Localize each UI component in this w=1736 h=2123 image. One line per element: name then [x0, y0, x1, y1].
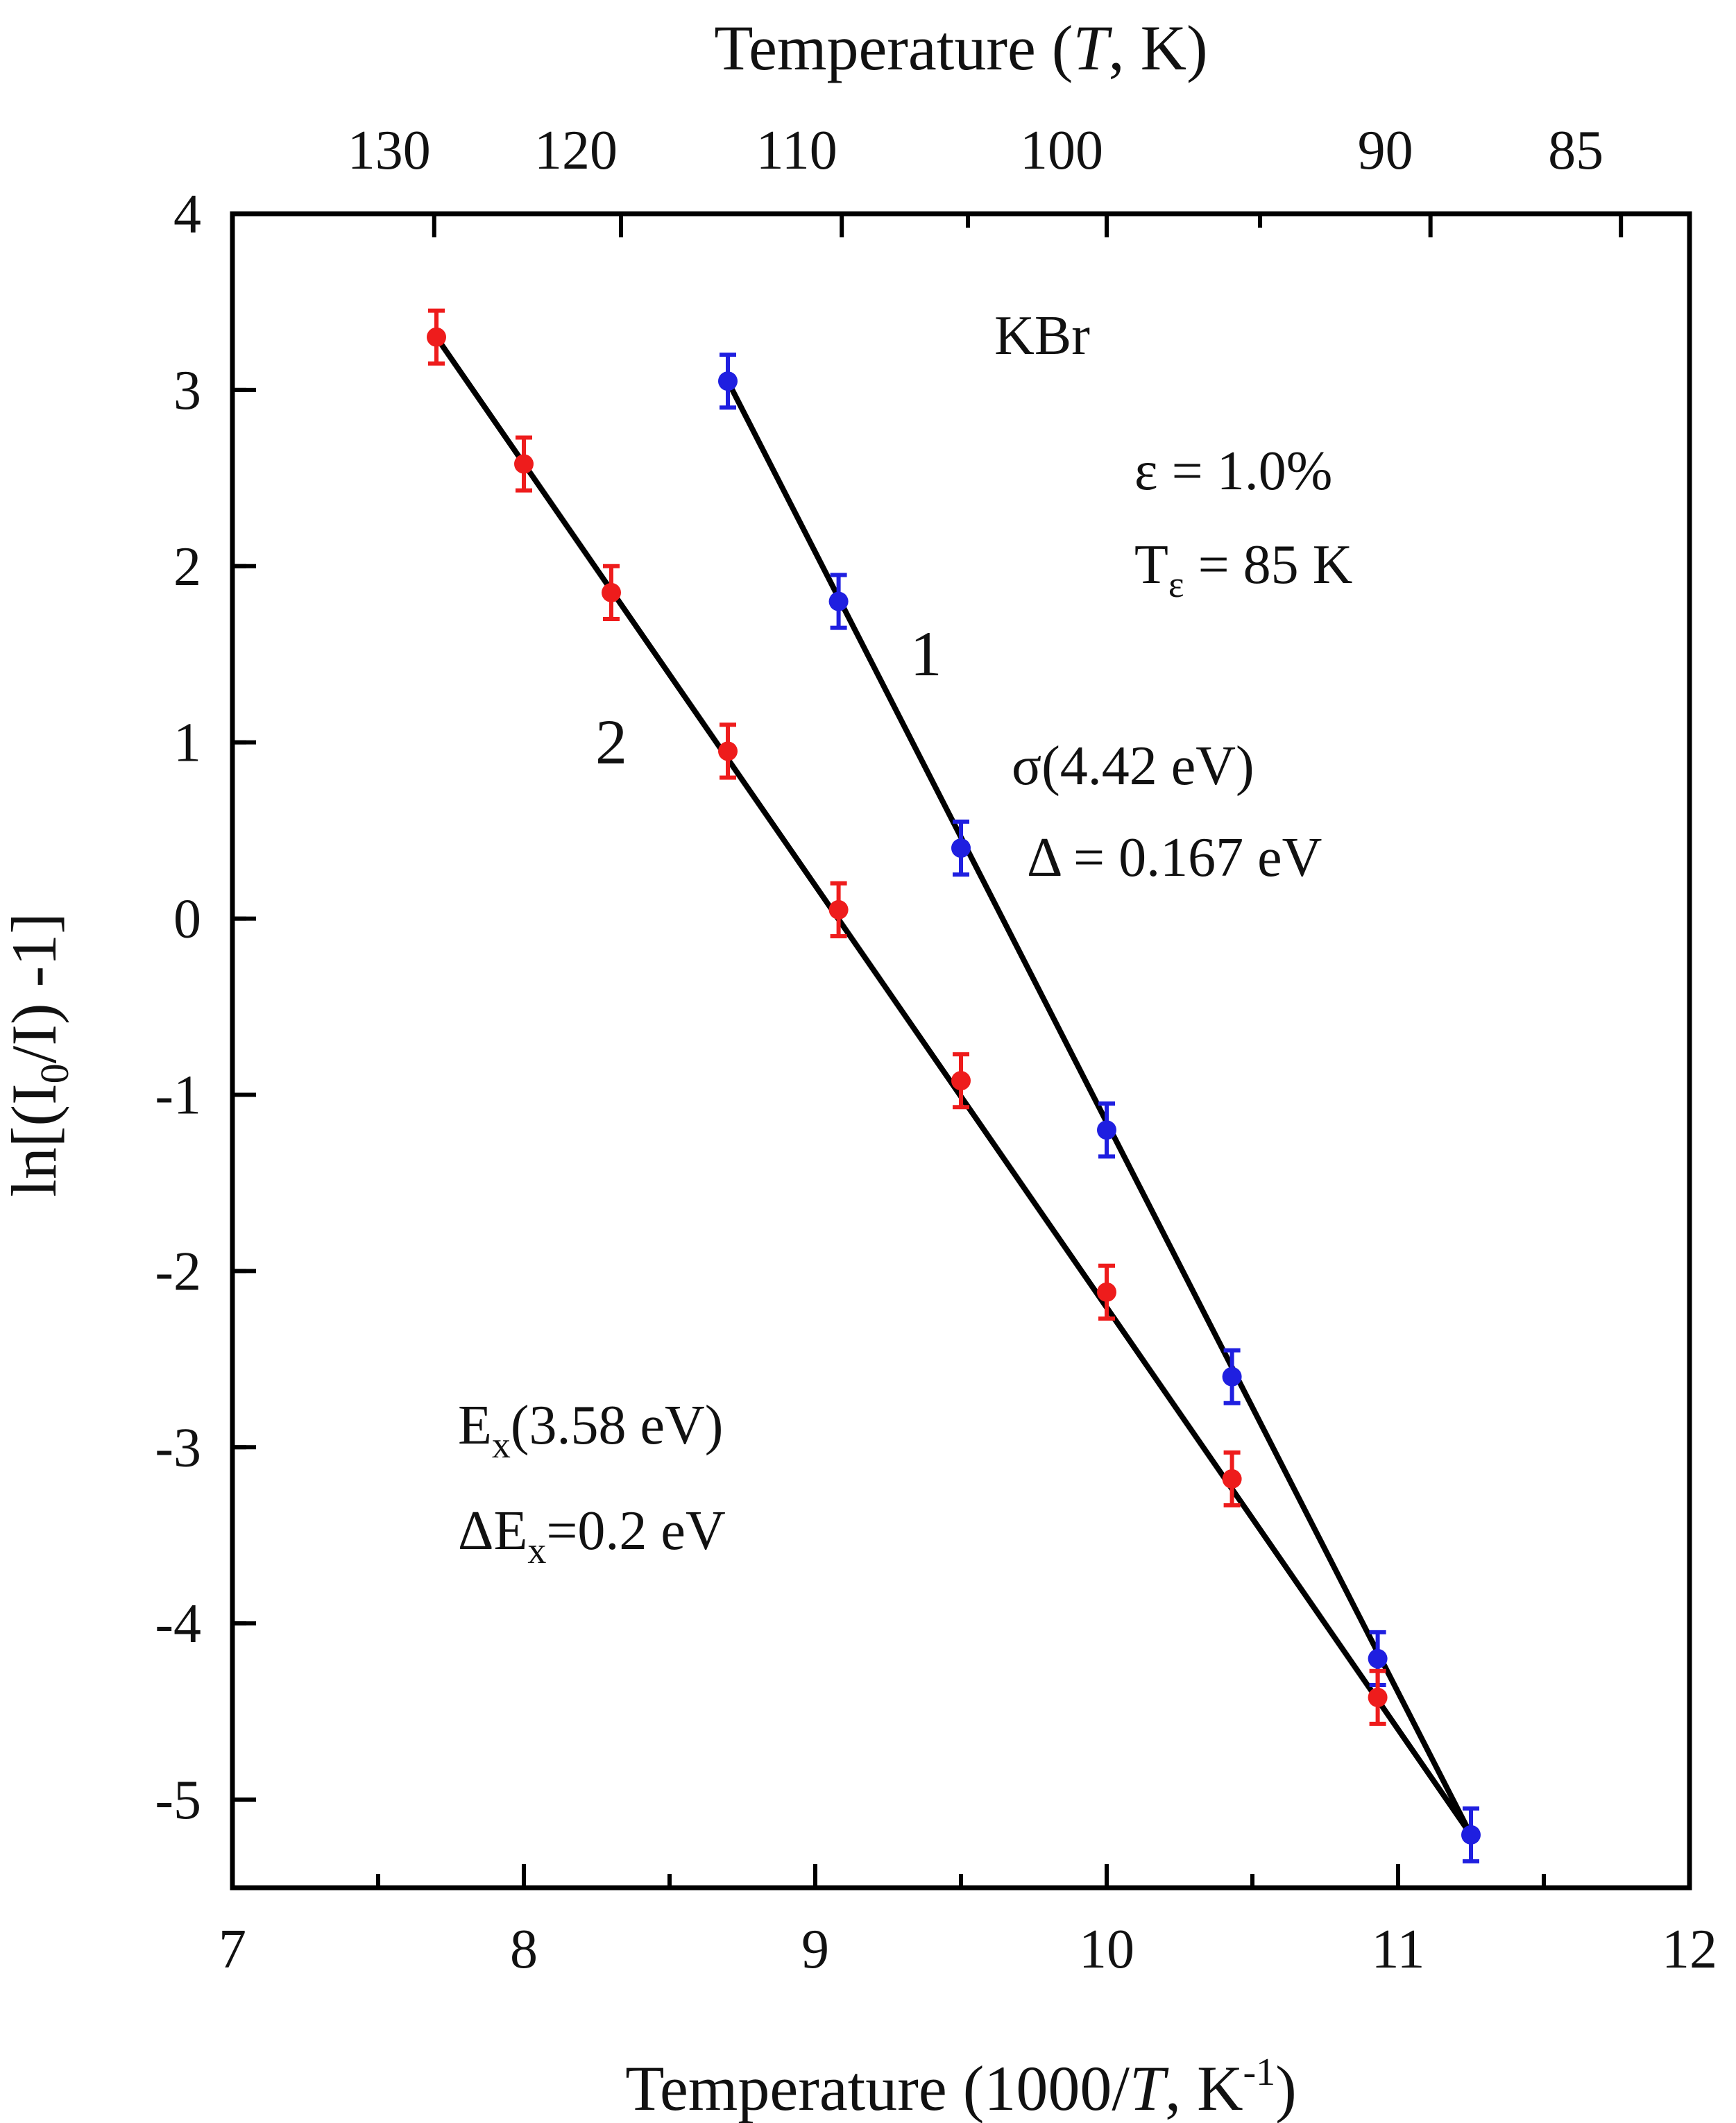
material-label: KBr	[994, 305, 1090, 366]
x-tick-label: 10	[1079, 1919, 1134, 1980]
data-point-series-2	[718, 741, 738, 761]
data-point-series-1	[1368, 1648, 1388, 1668]
data-point-series-1	[1461, 1825, 1481, 1845]
x-tick-label: 12	[1662, 1919, 1717, 1980]
top-tick-label: 85	[1548, 120, 1603, 181]
data-point-series-2	[602, 582, 621, 602]
plot-frame	[230, 211, 1692, 1891]
error-bars	[428, 308, 1479, 1863]
y-tick-label: -2	[155, 1241, 201, 1302]
data-point-series-2	[1097, 1282, 1116, 1302]
x-tick-label: 8	[510, 1919, 538, 1980]
y-tick-label: 1	[173, 713, 201, 774]
y-tick-label: -1	[155, 1065, 201, 1126]
top-x-axis-title: Temperature (T, K)	[714, 12, 1207, 83]
y-tick-label: -4	[155, 1593, 201, 1655]
y-tick-label: -5	[155, 1770, 201, 1831]
data-point-series-1	[951, 838, 971, 858]
data-point-series-2	[427, 327, 446, 347]
strain-temperature-label: Tε = 85 K	[1134, 534, 1352, 605]
x-tick-label: 9	[801, 1919, 829, 1980]
x-tick-label: 11	[1371, 1919, 1424, 1980]
curve-label-2: 2	[595, 707, 627, 777]
top-tick-label: 90	[1358, 120, 1413, 181]
y-tick-label: 0	[173, 889, 201, 950]
data-point-series-2	[951, 1071, 971, 1091]
top-tick-label: 130	[348, 120, 431, 181]
fit-line-1	[725, 378, 1474, 1838]
data-point-series-2	[1222, 1469, 1242, 1489]
curve-label-1: 1	[910, 618, 942, 689]
data-point-series-2	[1368, 1687, 1388, 1707]
data-point-series-1	[828, 591, 849, 611]
data-point-series-1	[718, 371, 738, 391]
top-tick-label: 100	[1020, 120, 1103, 181]
sigma-delta-label: Δ = 0.167 eV	[1027, 827, 1322, 888]
top-tick-label: 110	[756, 120, 837, 181]
data-point-series-1	[1097, 1120, 1116, 1140]
curve-labels: 12	[595, 618, 942, 777]
top-tick-label: 120	[534, 120, 618, 181]
data-points	[427, 327, 1481, 1845]
data-point-series-2	[514, 454, 534, 474]
exciton-band-label: Ex(3.58 eV)	[458, 1395, 723, 1466]
y-tick-label: -3	[155, 1417, 201, 1478]
exciton-width-label: ΔEx=0.2 eV	[458, 1500, 726, 1571]
x-tick-label: 7	[219, 1919, 246, 1980]
strain-label: ε = 1.0%	[1134, 441, 1332, 502]
sigma-band-label: σ(4.42 eV)	[1012, 736, 1254, 797]
x-axis-title: Temperature (1000/T, K-1)	[625, 2051, 1297, 2123]
data-point-series-1	[1222, 1367, 1242, 1387]
y-tick-label: 2	[173, 536, 201, 598]
data-point-series-2	[828, 899, 849, 920]
y-axis-title: ln[(I0/I) -1]	[0, 913, 77, 1197]
y-tick-label: 4	[173, 184, 201, 245]
y-tick-label: 3	[173, 360, 201, 421]
